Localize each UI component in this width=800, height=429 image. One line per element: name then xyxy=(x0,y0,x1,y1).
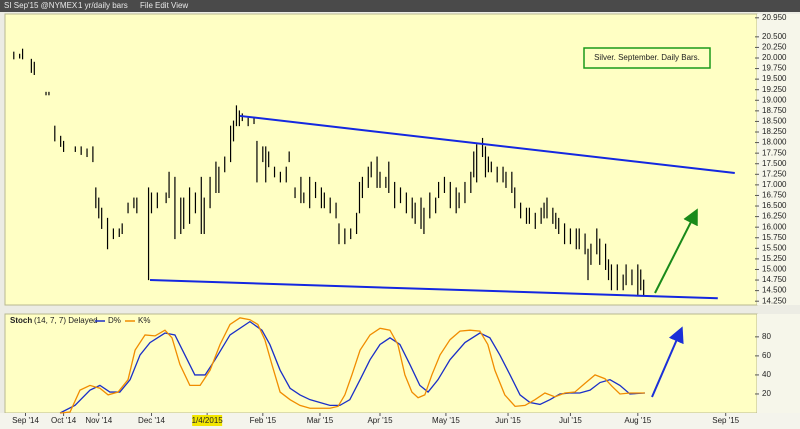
x-tick-label: Sep '15 xyxy=(712,416,739,425)
y-tick-label: 20.000 xyxy=(762,53,787,62)
trendline xyxy=(239,114,735,175)
y-tick-label: 17.250 xyxy=(762,169,787,178)
x-tick-label: May '15 xyxy=(432,416,460,425)
y-tick-label: 17.000 xyxy=(762,180,787,189)
y-tick-label: 19.000 xyxy=(762,95,787,104)
trendline xyxy=(149,279,718,300)
y-tick-label: 15.000 xyxy=(762,265,787,274)
stoch-axis-bg xyxy=(757,314,800,413)
stoch-line xyxy=(60,317,645,414)
y-tick-label: 14.500 xyxy=(762,286,787,295)
y-tick-label: 18.750 xyxy=(762,106,787,115)
stoch-subtitle: (14, 7, 7) Delayed xyxy=(34,316,98,325)
y-tick-label: 20.250 xyxy=(762,43,787,52)
y-tick-label: 16.750 xyxy=(762,191,787,200)
y-tick-label: 19.250 xyxy=(762,85,787,94)
x-tick-label: Jun '15 xyxy=(495,416,521,425)
y-tick-label: 16.250 xyxy=(762,212,787,221)
y-tick-label: 18.000 xyxy=(762,138,787,147)
x-tick-label: Aug '15 xyxy=(624,416,651,425)
y-tick-label: 80 xyxy=(762,332,771,341)
y-tick-label: 19.750 xyxy=(762,64,787,73)
time-axis-bg xyxy=(0,413,800,429)
y-tick-label: 18.500 xyxy=(762,117,787,126)
menu-edit[interactable]: Edit xyxy=(155,1,170,10)
x-tick-label: Feb '15 xyxy=(250,416,277,425)
symbol-menu[interactable]: SI Sep'15 @NYMEX xyxy=(4,1,78,10)
stoch-panel xyxy=(4,313,758,414)
y-tick-label: 17.750 xyxy=(762,148,787,157)
x-tick-label: 1/4/2015 xyxy=(192,416,224,425)
y-tick-label: 14.750 xyxy=(762,275,787,284)
y-tick-label: 16.000 xyxy=(762,222,787,231)
legend-label: K% xyxy=(138,316,150,325)
up-arrow xyxy=(654,208,698,294)
x-tick-highlight xyxy=(192,415,223,426)
y-tick-label: 18.250 xyxy=(762,127,787,136)
x-tick-label: Dec '14 xyxy=(138,416,165,425)
y-tick-label: 15.250 xyxy=(762,254,787,263)
price-axis-bg xyxy=(757,14,800,305)
annotation-box xyxy=(583,47,711,69)
y-tick-label: 20 xyxy=(762,389,771,398)
y-tick-label: 20.950 xyxy=(762,13,787,22)
y-tick-label: 14.250 xyxy=(762,296,787,305)
stoch-title: Stoch xyxy=(10,316,32,325)
y-tick-label: 15.750 xyxy=(762,233,787,242)
x-tick-label: Mar '15 xyxy=(307,416,334,425)
legend-label: D% xyxy=(108,316,121,325)
x-tick-label: Apr '15 xyxy=(367,416,393,425)
x-tick-label: Sep '14 xyxy=(12,416,39,425)
menu-file[interactable]: File xyxy=(140,1,153,10)
y-tick-label: 19.500 xyxy=(762,74,787,83)
toolbar: SI Sep'15 @NYMEX 1 yr/daily bars File Ed… xyxy=(0,0,800,12)
y-tick-label: 15.500 xyxy=(762,243,787,252)
period-menu[interactable]: 1 yr/daily bars xyxy=(78,1,128,10)
stoch-line xyxy=(59,320,645,414)
x-tick-label: Oct '14 xyxy=(51,416,77,425)
menu-view[interactable]: View xyxy=(171,1,188,10)
y-tick-label: 60 xyxy=(762,351,771,360)
annotation: Silver. September. Daily Bars. xyxy=(594,53,700,62)
y-tick-label: 16.500 xyxy=(762,201,787,210)
x-tick-label: Nov '14 xyxy=(85,416,112,425)
y-tick-label: 20.500 xyxy=(762,32,787,41)
y-tick-label: 17.500 xyxy=(762,159,787,168)
y-tick-label: 40 xyxy=(762,370,771,379)
toolbar-bg xyxy=(0,0,800,12)
up-arrow xyxy=(651,326,684,398)
x-tick-label: Jul '15 xyxy=(559,416,582,425)
